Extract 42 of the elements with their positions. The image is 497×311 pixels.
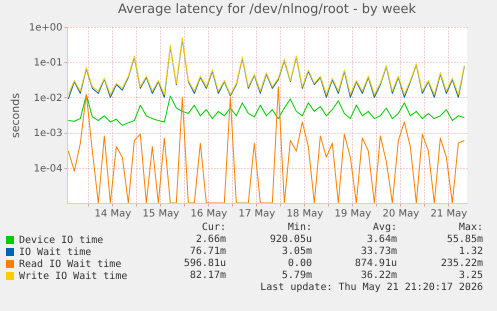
text: 36.22m	[360, 270, 397, 282]
text: 5.79m	[282, 270, 312, 282]
text: Min:	[288, 222, 312, 234]
y-axis-title: seconds	[8, 92, 22, 138]
legend-label: IO Wait time	[19, 247, 92, 258]
x-tick-label: 14 May	[94, 208, 132, 220]
chart-title: Average latency for /dev/nlnog/root - by week	[118, 2, 416, 17]
text: Last update: Thu May 21 21:20:17 2026	[260, 282, 483, 294]
y-tick-label: 1e-03	[34, 128, 62, 140]
legend-label: Device IO time	[19, 235, 104, 246]
text: 3.64m	[366, 234, 397, 246]
y-tick-label: 1e-04	[34, 163, 62, 174]
text: 82.17m	[190, 270, 226, 282]
text: 874.91u	[354, 258, 397, 270]
text: 3.05m	[282, 246, 312, 258]
text: 3.25	[458, 270, 483, 282]
legend-label: Write IO Wait time	[19, 271, 128, 282]
text: Max:	[458, 222, 483, 234]
x-tick-label: 16 May	[190, 208, 228, 220]
text: 596.81u	[184, 258, 226, 270]
x-tick-label: 21 May	[430, 208, 468, 220]
text: 0.00	[288, 258, 312, 270]
y-tick-label: 1e+00	[28, 22, 62, 34]
text: 55.85m	[446, 234, 483, 246]
text: 1.32	[458, 246, 483, 258]
y-tick-label: 1e-02	[34, 92, 62, 104]
text: 33.73m	[360, 246, 397, 258]
legend-label: Read IO Wait time	[19, 259, 122, 270]
x-tick-label: 17 May	[238, 208, 276, 220]
y-tick-label: 1e-01	[34, 58, 62, 69]
text: 76.71m	[190, 246, 226, 258]
x-tick-label: 18 May	[286, 208, 324, 220]
text: Cur:	[202, 222, 226, 234]
text: Avg:	[372, 222, 397, 234]
x-tick-label: 19 May	[334, 208, 372, 220]
text: 235.22m	[440, 258, 483, 270]
text: 920.05u	[270, 234, 312, 246]
x-tick-label: 15 May	[142, 208, 180, 220]
x-tick-label: 20 May	[382, 208, 420, 220]
line-series	[68, 94, 465, 126]
line-series	[68, 86, 465, 203]
text: 2.66m	[196, 234, 226, 246]
